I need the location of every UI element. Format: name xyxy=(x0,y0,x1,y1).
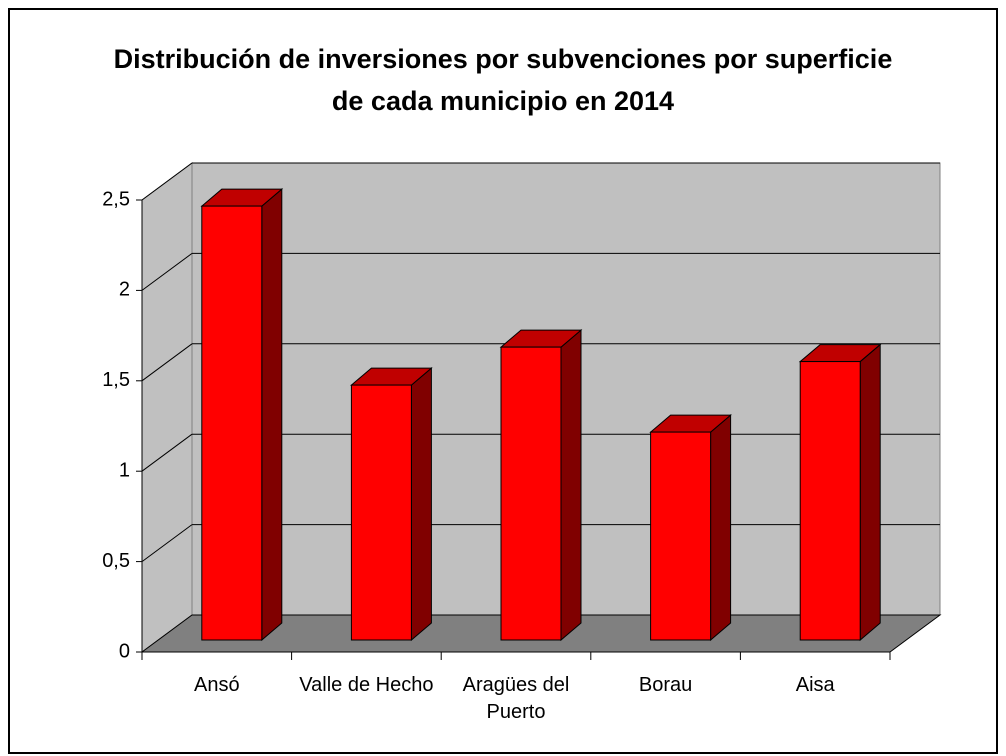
bar-side xyxy=(410,366,432,642)
side-grid-line xyxy=(141,433,193,472)
x-tick-label: Aisa xyxy=(795,674,835,696)
y-tick-label: 0,5 xyxy=(102,550,130,572)
y-tick-label: 2 xyxy=(119,279,130,301)
side-wall xyxy=(141,162,193,653)
side-grid-line xyxy=(141,524,193,563)
y-tick-label: 1 xyxy=(119,459,130,481)
side-grid-line xyxy=(141,252,193,291)
y-tick-label: 0 xyxy=(119,640,130,662)
bar xyxy=(350,384,412,641)
chart-frame xyxy=(8,8,998,754)
bar-side xyxy=(261,187,283,642)
bar xyxy=(500,346,562,641)
side-grid-line xyxy=(141,162,193,201)
side-grid-line xyxy=(141,343,193,382)
bar-side xyxy=(710,413,732,642)
bar xyxy=(201,205,263,641)
x-tick-label: Aragües del Puerto xyxy=(462,674,570,723)
bar-side xyxy=(560,329,582,642)
x-tick-label: Ansó xyxy=(194,674,240,696)
bar xyxy=(799,361,861,641)
chart-title: Distribución de inversiones por subvenci… xyxy=(113,44,893,116)
bar xyxy=(650,431,712,641)
y-tick-label: 2,5 xyxy=(102,188,130,210)
x-tick-label: Valle de Hecho xyxy=(299,674,434,696)
bar-side xyxy=(859,343,881,642)
x-tick-label: Borau xyxy=(638,674,693,696)
y-tick-label: 1,5 xyxy=(102,369,130,391)
